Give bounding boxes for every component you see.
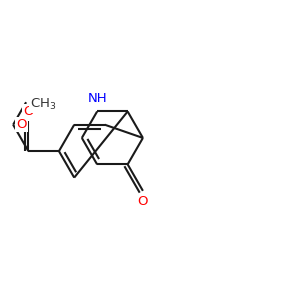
Text: NH: NH xyxy=(87,92,107,105)
Text: O: O xyxy=(138,195,148,208)
Text: O: O xyxy=(23,105,34,119)
Text: CH$_3$: CH$_3$ xyxy=(31,97,57,112)
Text: O: O xyxy=(16,118,27,131)
